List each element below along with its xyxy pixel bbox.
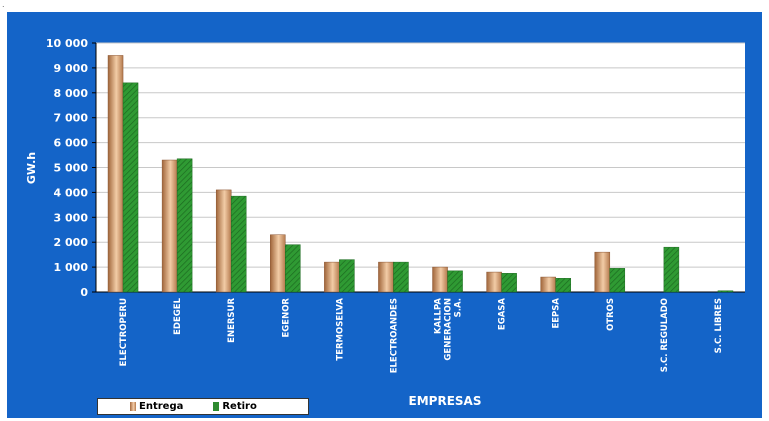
x-tick-label: ELECTROANDES [389, 298, 399, 373]
bar-retiro-11 [717, 290, 734, 293]
legend-item-entrega: Entrega [130, 401, 183, 412]
bar-retiro-7 [501, 273, 517, 293]
x-tick-label: ELECTROPERU [119, 298, 129, 366]
y-tick-label: 4 000 [54, 186, 89, 199]
bar-retiro-3 [285, 244, 301, 293]
bar-retiro-4 [339, 259, 355, 293]
y-tick-label: 9 000 [54, 62, 89, 75]
bar-entrega-2 [215, 189, 232, 293]
y-tick-label: 0 [80, 286, 88, 299]
bar-retiro-10 [663, 246, 680, 293]
bar-retiro-9 [609, 268, 626, 293]
x-tick-label: S.A. [454, 298, 464, 317]
legend-swatch-retiro [213, 402, 220, 411]
x-axis-title: EMPRESAS [408, 394, 482, 408]
bar-entrega-8 [540, 276, 556, 293]
bar-retiro-5 [393, 261, 409, 293]
corner-mark: . [2, 0, 5, 9]
x-tick-label: EEPSA [552, 298, 562, 329]
bar-entrega-7 [486, 271, 502, 293]
bar-retiro-6 [447, 270, 463, 293]
bar-entrega-4 [324, 261, 340, 293]
y-tick-label: 7 000 [54, 112, 89, 125]
x-tick-label: GENERACION [444, 298, 454, 361]
x-tick-label: EGENOR [281, 298, 291, 338]
y-tick-label: 8 000 [54, 87, 89, 100]
legend-swatch-entrega [130, 402, 136, 411]
bar-retiro-1 [176, 158, 193, 293]
legend-label-entrega: Entrega [139, 401, 184, 412]
bar-entrega-9 [594, 251, 611, 293]
x-tick-label: S.C. LIBRES [714, 298, 724, 353]
legend: Entrega Retiro [97, 398, 309, 415]
x-tick-label: TERMOSELVA [335, 298, 345, 361]
bar-entrega-1 [161, 159, 178, 293]
bar-entrega-0 [107, 55, 124, 293]
y-tick-label: 3 000 [54, 211, 89, 224]
x-tick-label: OTROS [606, 298, 616, 331]
x-tick-label: ENERSUR [227, 298, 237, 343]
bar-retiro-0 [122, 82, 139, 293]
y-tick-label: 5 000 [54, 162, 89, 175]
x-tick-label: EDEGEL [173, 297, 183, 334]
legend-item-retiro: Retiro [213, 401, 257, 412]
x-tick-label: EGASA [498, 298, 508, 330]
bar-retiro-8 [555, 278, 571, 293]
y-tick-label: 2 000 [54, 236, 89, 249]
legend-label-retiro: Retiro [222, 401, 257, 412]
bar-entrega-6 [432, 266, 448, 293]
y-axis-title: GW.h [25, 152, 38, 184]
bar-entrega-5 [378, 261, 394, 293]
bar-entrega-3 [270, 234, 286, 293]
y-tick-label: 10 000 [46, 37, 88, 50]
x-tick-label: KALLPA [434, 298, 444, 334]
bar-retiro-2 [230, 195, 247, 293]
x-tick-label: S.C. REGULADO [660, 298, 670, 372]
y-tick-label: 1 000 [54, 261, 89, 274]
y-tick-label: 6 000 [54, 137, 89, 150]
